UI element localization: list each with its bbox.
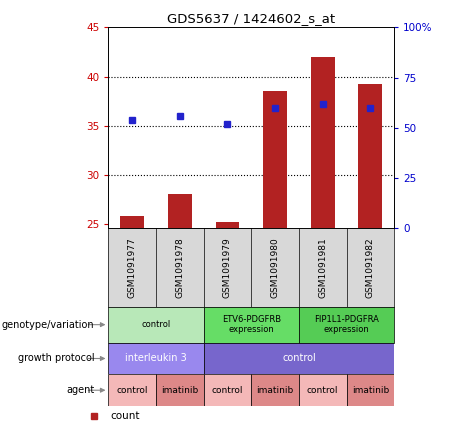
Text: agent: agent [66,385,95,395]
Bar [204,343,394,374]
Bar [215,222,239,228]
Text: count: count [110,411,140,421]
Text: imatinib: imatinib [352,386,389,395]
Text: control: control [307,386,338,395]
Text: ETV6-PDGFRB
expression: ETV6-PDGFRB expression [222,315,281,334]
Bar [108,343,204,374]
Bar [358,84,382,228]
Bar [168,194,192,228]
Bar [108,374,156,406]
Bar [347,374,394,406]
Title: GDS5637 / 1424602_s_at: GDS5637 / 1424602_s_at [167,12,335,25]
Text: control: control [142,320,171,329]
Text: GSM1091977: GSM1091977 [128,237,136,298]
Text: genotype/variation: genotype/variation [2,320,95,330]
Text: interleukin 3: interleukin 3 [125,354,187,363]
Text: GSM1091979: GSM1091979 [223,237,232,298]
Text: GSM1091978: GSM1091978 [175,237,184,298]
Bar [120,216,144,228]
Text: GSM1091981: GSM1091981 [318,237,327,298]
Bar [251,374,299,406]
Text: imatinib: imatinib [161,386,198,395]
Text: FIP1L1-PDGFRA
expression: FIP1L1-PDGFRA expression [314,315,379,334]
Text: GSM1091980: GSM1091980 [271,237,279,298]
Bar [311,57,335,228]
Text: growth protocol: growth protocol [18,354,95,363]
Bar [156,374,204,406]
Bar [108,307,204,343]
Bar [263,91,287,228]
Text: control: control [117,386,148,395]
Bar [299,374,347,406]
Bar [204,374,251,406]
Text: GSM1091982: GSM1091982 [366,237,375,298]
Text: control: control [212,386,243,395]
Text: imatinib: imatinib [256,386,294,395]
Bar [299,307,394,343]
Bar [204,307,299,343]
Text: control: control [282,354,316,363]
